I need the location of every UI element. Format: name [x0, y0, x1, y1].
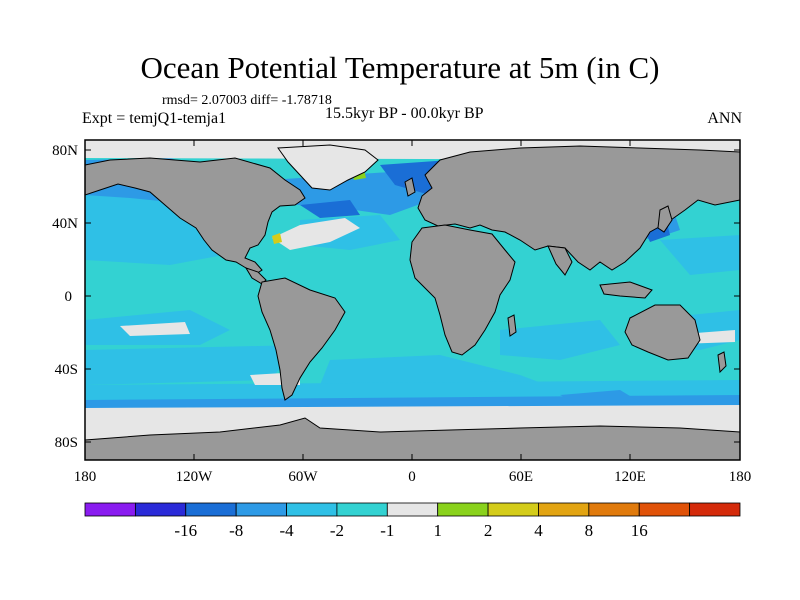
period-label: 15.5kyr BP - 00.0kyr BP [325, 105, 484, 122]
warm-anomaly-spot-gulf [272, 233, 282, 244]
colorbar-swatch [235, 502, 287, 517]
lat-label-80s: 80S [55, 435, 78, 451]
lat-label-40s: 40S [55, 362, 78, 378]
colorbar-label: 1 [433, 521, 442, 540]
lon-label-120w: 120W [176, 469, 214, 485]
land-south-america [257, 277, 346, 401]
lat-label-40n: 40N [52, 216, 78, 232]
land-masses [85, 144, 740, 460]
colorbar-swatch [336, 502, 388, 517]
lon-label-120e: 120E [614, 469, 646, 485]
colorbar-swatch [538, 502, 590, 517]
colorbar-swatch [689, 502, 741, 517]
colorbar-swatch [487, 502, 539, 517]
land-indonesia [599, 281, 653, 299]
colorbar-label: -2 [330, 521, 344, 540]
lon-label-60w: 60W [288, 469, 318, 485]
colorbar-swatch [386, 502, 439, 517]
season-label: ANN [707, 110, 742, 127]
lon-label-180w: 180 [74, 469, 97, 485]
lat-ticks [85, 149, 740, 443]
colorbar-label: -16 [174, 521, 197, 540]
colorbar-swatch [588, 502, 640, 517]
colorbar-label: 4 [534, 521, 543, 540]
colorbar-label: 2 [484, 521, 493, 540]
colorbar-swatch [134, 502, 187, 517]
colorbar-label: 8 [585, 521, 594, 540]
rmsd-diff-stats: rmsd= 2.07003 diff= -1.78718 [162, 93, 332, 108]
lon-label-60e: 60E [509, 469, 533, 485]
chart-title: Ocean Potential Temperature at 5m (in C) [140, 50, 660, 85]
land-madagascar [507, 314, 517, 337]
land-new-zealand [717, 351, 727, 374]
lon-ticks [193, 140, 631, 460]
land-india [547, 245, 573, 276]
experiment-label: Expt = temjQ1-temja1 [82, 110, 227, 127]
colorbar-swatch [185, 502, 237, 517]
lat-label-0: 0 [65, 289, 73, 305]
land-africa [409, 224, 516, 356]
land-australia [624, 304, 701, 361]
land-antarctica [85, 417, 740, 460]
colorbar-label: -8 [229, 521, 243, 540]
land-eurasia [417, 145, 740, 271]
colorbar-swatch [286, 502, 338, 517]
colorbar-label: 16 [631, 521, 648, 540]
lat-label-80n: 80N [52, 143, 78, 159]
colorbar-swatch [84, 502, 136, 517]
land-north-america [85, 157, 306, 275]
colorbar-label: -4 [279, 521, 294, 540]
colorbar-swatch [638, 502, 691, 517]
land-uk [404, 177, 416, 197]
land-greenland [277, 144, 379, 191]
colorbar-label: -1 [380, 521, 394, 540]
lon-label-180e: 180 [729, 469, 752, 485]
lon-label-0: 0 [408, 469, 416, 485]
colorbar-swatch [437, 502, 489, 517]
land-japan [657, 205, 673, 233]
